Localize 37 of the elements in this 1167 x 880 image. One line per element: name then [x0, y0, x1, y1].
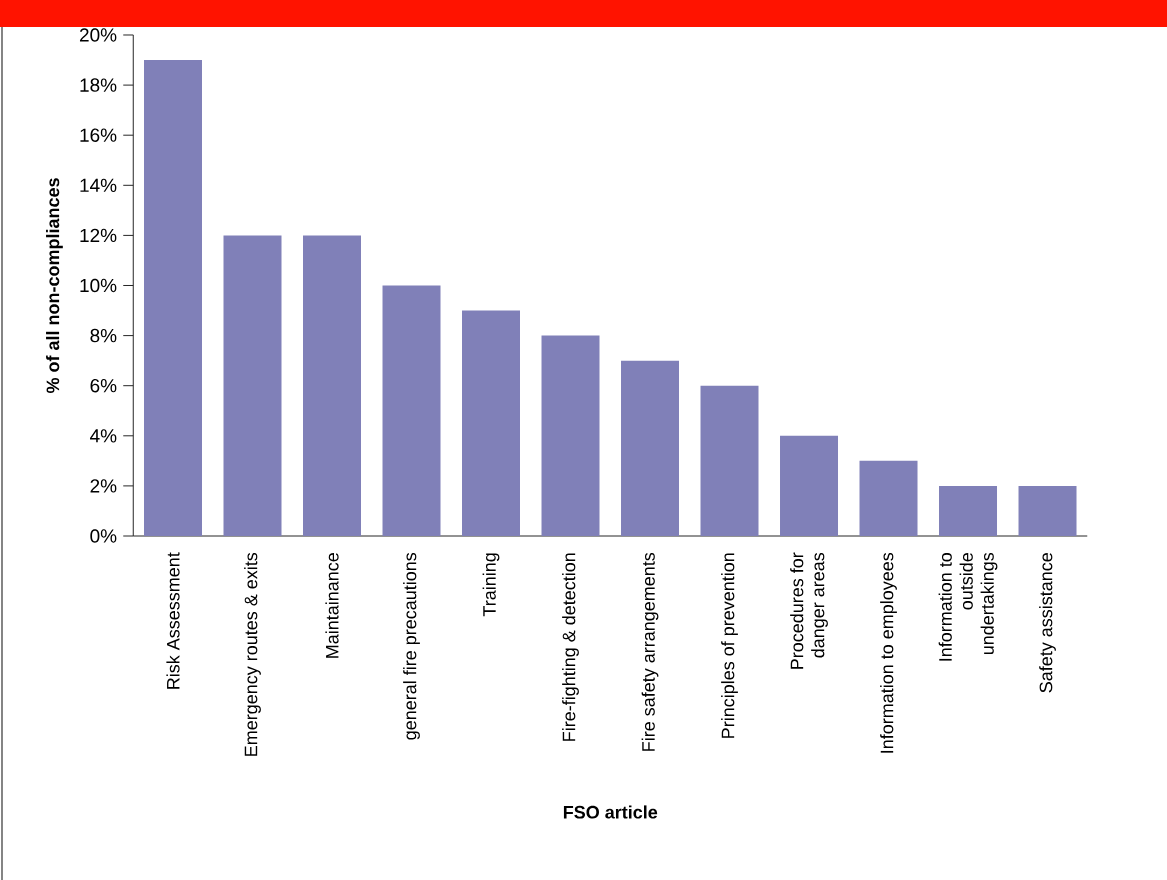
- y-tick-label: 14%: [80, 178, 117, 192]
- y-tick-label: 8%: [90, 328, 117, 343]
- x-tick-label: Fire safety arrangements: [641, 552, 659, 751]
- x-tick-label: Maintainance: [325, 553, 339, 658]
- bar: [462, 310, 520, 536]
- y-tick-label: 4%: [90, 429, 117, 443]
- x-tick-label: Fire-fighting & detection: [562, 553, 579, 741]
- bar: [939, 485, 998, 536]
- bar: [303, 235, 361, 536]
- y-tick-label: 0%: [90, 529, 117, 543]
- x-tick-label: Emergency routes & exits: [244, 552, 261, 756]
- y-tick-label: 10%: [80, 278, 117, 293]
- x-tick-label: Safety assistance: [1039, 553, 1056, 693]
- y-tick-label: 18%: [80, 78, 117, 92]
- bar: [541, 335, 600, 536]
- bar: [859, 460, 918, 536]
- x-tick-label: Principles of prevention: [721, 553, 738, 738]
- x-tick-label: Risk Assessment: [166, 552, 180, 689]
- bar: [621, 360, 680, 536]
- y-tick-label: 16%: [80, 128, 117, 142]
- x-tick-label: Training: [482, 553, 500, 617]
- y-axis-title: % of all non-compliances: [46, 178, 63, 394]
- x-tick-label: Information to outside undertakings: [938, 552, 998, 661]
- bar: [144, 60, 202, 536]
- y-tick-label: 6%: [90, 378, 117, 393]
- bar: [382, 285, 441, 536]
- y-tick-label: 12%: [80, 228, 117, 243]
- x-tick-label: Information to employees: [880, 552, 897, 753]
- y-tick-label: 20%: [79, 28, 117, 42]
- bar: [780, 435, 839, 536]
- bar: [1018, 485, 1077, 536]
- x-axis-title: FSO article: [563, 805, 658, 819]
- bar: [700, 385, 759, 536]
- x-tick-label: general fire precautions: [403, 552, 420, 740]
- bar: [223, 235, 282, 536]
- x-tick-label: Procedures for danger areas: [790, 552, 828, 669]
- y-tick-label: 2%: [90, 479, 117, 493]
